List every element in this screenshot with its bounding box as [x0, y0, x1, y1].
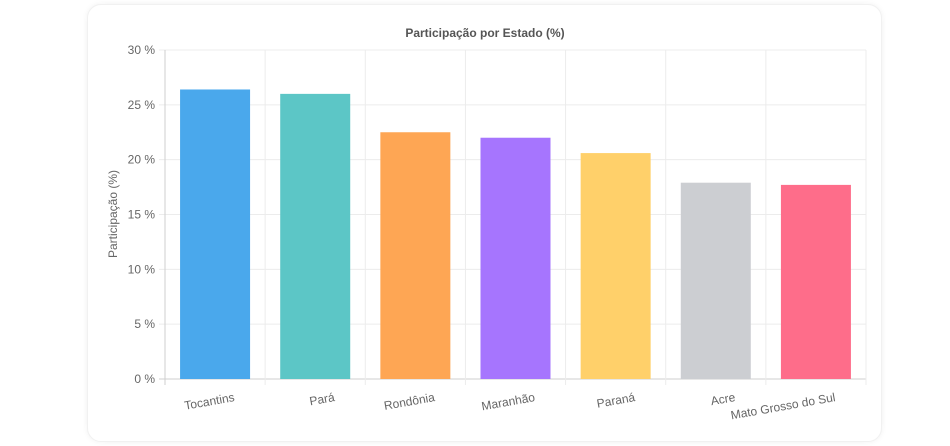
- bar-acre[interactable]: [680, 182, 751, 379]
- x-tick-label: Paraná: [596, 390, 637, 411]
- chart-title: Participação por Estado (%): [405, 26, 564, 40]
- y-tick-label: 15 %: [128, 208, 156, 222]
- bar-mato-grosso-do-sul[interactable]: [780, 184, 851, 379]
- y-tick-label: 20 %: [128, 153, 156, 167]
- x-axis-ticks: Tocantins Pará Rondônia Maranhão Paraná AcreM…: [183, 390, 836, 422]
- bar-paraná[interactable]: [580, 153, 651, 379]
- x-tick-label: Mato Grosso do Sul: [730, 390, 837, 422]
- x-tick-label: Acre: [710, 390, 737, 408]
- bar-pará[interactable]: [280, 93, 351, 379]
- y-axis-ticks: 0 % 5 % 10 % 15 % 20 % 25 % 30 %: [128, 43, 156, 386]
- y-tick-label: 5 %: [134, 317, 155, 331]
- bar-rondônia[interactable]: [380, 132, 451, 379]
- bars: [180, 89, 851, 379]
- x-tick-label: Tocantins: [183, 390, 235, 413]
- bar-maranhão[interactable]: [480, 137, 551, 379]
- x-tick-label: Maranhão: [480, 390, 536, 413]
- x-tick-label: Pará: [308, 390, 336, 408]
- y-tick-label: 10 %: [128, 262, 156, 276]
- y-tick-label: 30 %: [128, 43, 156, 57]
- y-tick-label: 0 %: [134, 372, 155, 386]
- bar-tocantins[interactable]: [180, 89, 251, 379]
- x-tick-label: Rondônia: [383, 390, 436, 413]
- y-tick-label: 25 %: [128, 98, 156, 112]
- y-axis-label: Participação (%): [106, 170, 120, 258]
